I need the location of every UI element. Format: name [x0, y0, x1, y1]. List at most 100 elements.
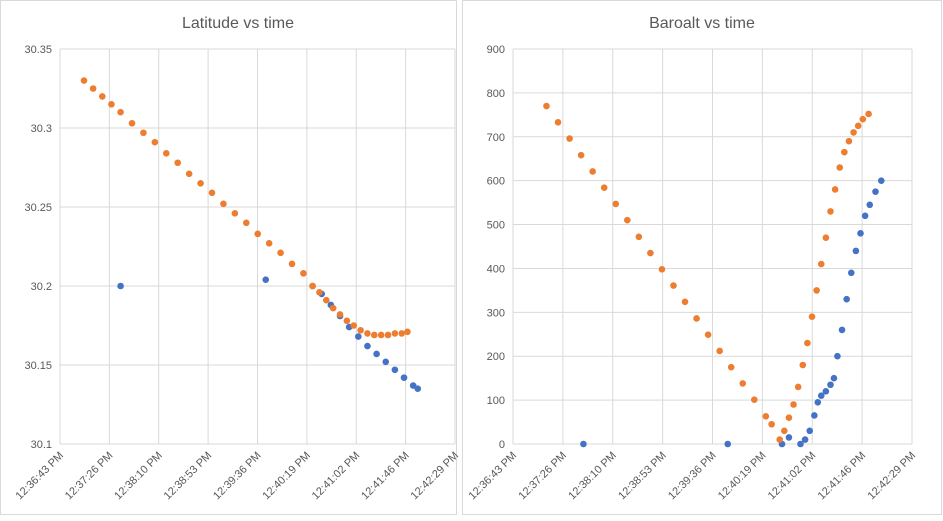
data-point	[681, 298, 689, 306]
data-point	[336, 311, 344, 318]
data-point	[836, 164, 844, 171]
data-point	[140, 129, 147, 137]
data-point	[404, 328, 411, 336]
data-point	[739, 380, 747, 387]
y-tick-label: 30.1	[31, 439, 52, 451]
data-point	[797, 440, 804, 448]
data-point	[254, 230, 262, 238]
y-tick-label: 0	[499, 439, 505, 451]
data-point	[704, 331, 712, 339]
data-point	[813, 287, 820, 294]
data-point	[162, 149, 170, 157]
y-tick-label: 30.25	[24, 202, 52, 214]
data-point	[850, 129, 857, 136]
y-tick-label: 30.2	[31, 281, 52, 293]
data-point	[197, 180, 204, 187]
data-point	[323, 296, 330, 304]
data-point	[600, 184, 608, 191]
data-point	[768, 420, 775, 428]
data-point	[398, 330, 406, 337]
data-point	[670, 282, 677, 289]
y-tick-label: 100	[487, 395, 505, 407]
data-point	[373, 350, 380, 358]
data-point	[716, 347, 723, 355]
data-point	[831, 186, 839, 193]
data-point	[859, 115, 867, 123]
data-point	[827, 381, 834, 389]
y-tick-label: 400	[487, 263, 505, 275]
data-point	[377, 331, 385, 339]
data-point	[543, 102, 550, 110]
chart-frame	[462, 0, 942, 515]
data-point	[128, 119, 136, 127]
data-point	[316, 289, 323, 296]
y-tick-label: 30.15	[24, 360, 52, 372]
chart-frame	[0, 0, 457, 515]
data-point	[612, 200, 620, 208]
data-point	[355, 333, 362, 340]
data-point	[762, 413, 770, 420]
y-tick-label: 600	[487, 176, 505, 188]
data-point	[98, 93, 106, 100]
data-point	[300, 270, 307, 277]
data-point	[817, 392, 825, 400]
data-point	[343, 317, 351, 325]
data-point	[277, 249, 284, 257]
data-point	[847, 269, 855, 277]
data-point	[108, 101, 115, 108]
data-point	[822, 234, 830, 242]
data-point	[580, 440, 587, 448]
data-point	[384, 331, 392, 339]
data-point	[801, 436, 809, 443]
data-point	[785, 414, 793, 421]
data-point	[391, 330, 399, 337]
data-point	[790, 401, 797, 408]
data-point	[364, 342, 371, 350]
data-point	[89, 85, 97, 92]
data-point	[817, 260, 825, 268]
data-point	[208, 189, 216, 197]
y-tick-label: 300	[487, 307, 505, 319]
data-point	[117, 108, 124, 116]
data-point	[827, 208, 834, 215]
y-tick-label: 30.35	[24, 44, 52, 56]
chart-title: Baroalt vs time	[649, 15, 755, 32]
data-point	[242, 219, 250, 227]
data-point	[382, 358, 390, 366]
data-point	[830, 374, 838, 382]
data-point	[852, 247, 860, 255]
y-tick-label: 500	[487, 220, 505, 232]
data-point	[727, 363, 735, 371]
data-point	[877, 177, 885, 184]
data-point	[288, 260, 296, 268]
data-point	[350, 322, 358, 329]
data-point	[750, 396, 758, 403]
data-point	[80, 77, 88, 84]
data-point	[554, 118, 562, 126]
data-point	[866, 201, 874, 209]
data-point	[794, 383, 802, 391]
data-point	[231, 210, 239, 217]
data-point	[371, 331, 378, 339]
data-point	[822, 388, 830, 395]
data-point	[861, 212, 869, 220]
data-point	[841, 148, 848, 156]
data-point	[265, 240, 273, 247]
data-point	[724, 440, 732, 448]
data-point	[854, 122, 862, 130]
data-point	[117, 282, 124, 290]
data-point	[400, 374, 408, 381]
data-point	[391, 366, 399, 374]
data-point	[647, 249, 654, 257]
data-point	[865, 110, 872, 118]
data-point	[843, 295, 850, 303]
data-point	[781, 427, 788, 435]
data-point	[834, 352, 841, 360]
data-point	[635, 233, 643, 241]
data-point	[857, 230, 864, 237]
y-tick-label: 200	[487, 351, 505, 363]
data-point	[309, 282, 316, 290]
data-point	[174, 159, 182, 167]
